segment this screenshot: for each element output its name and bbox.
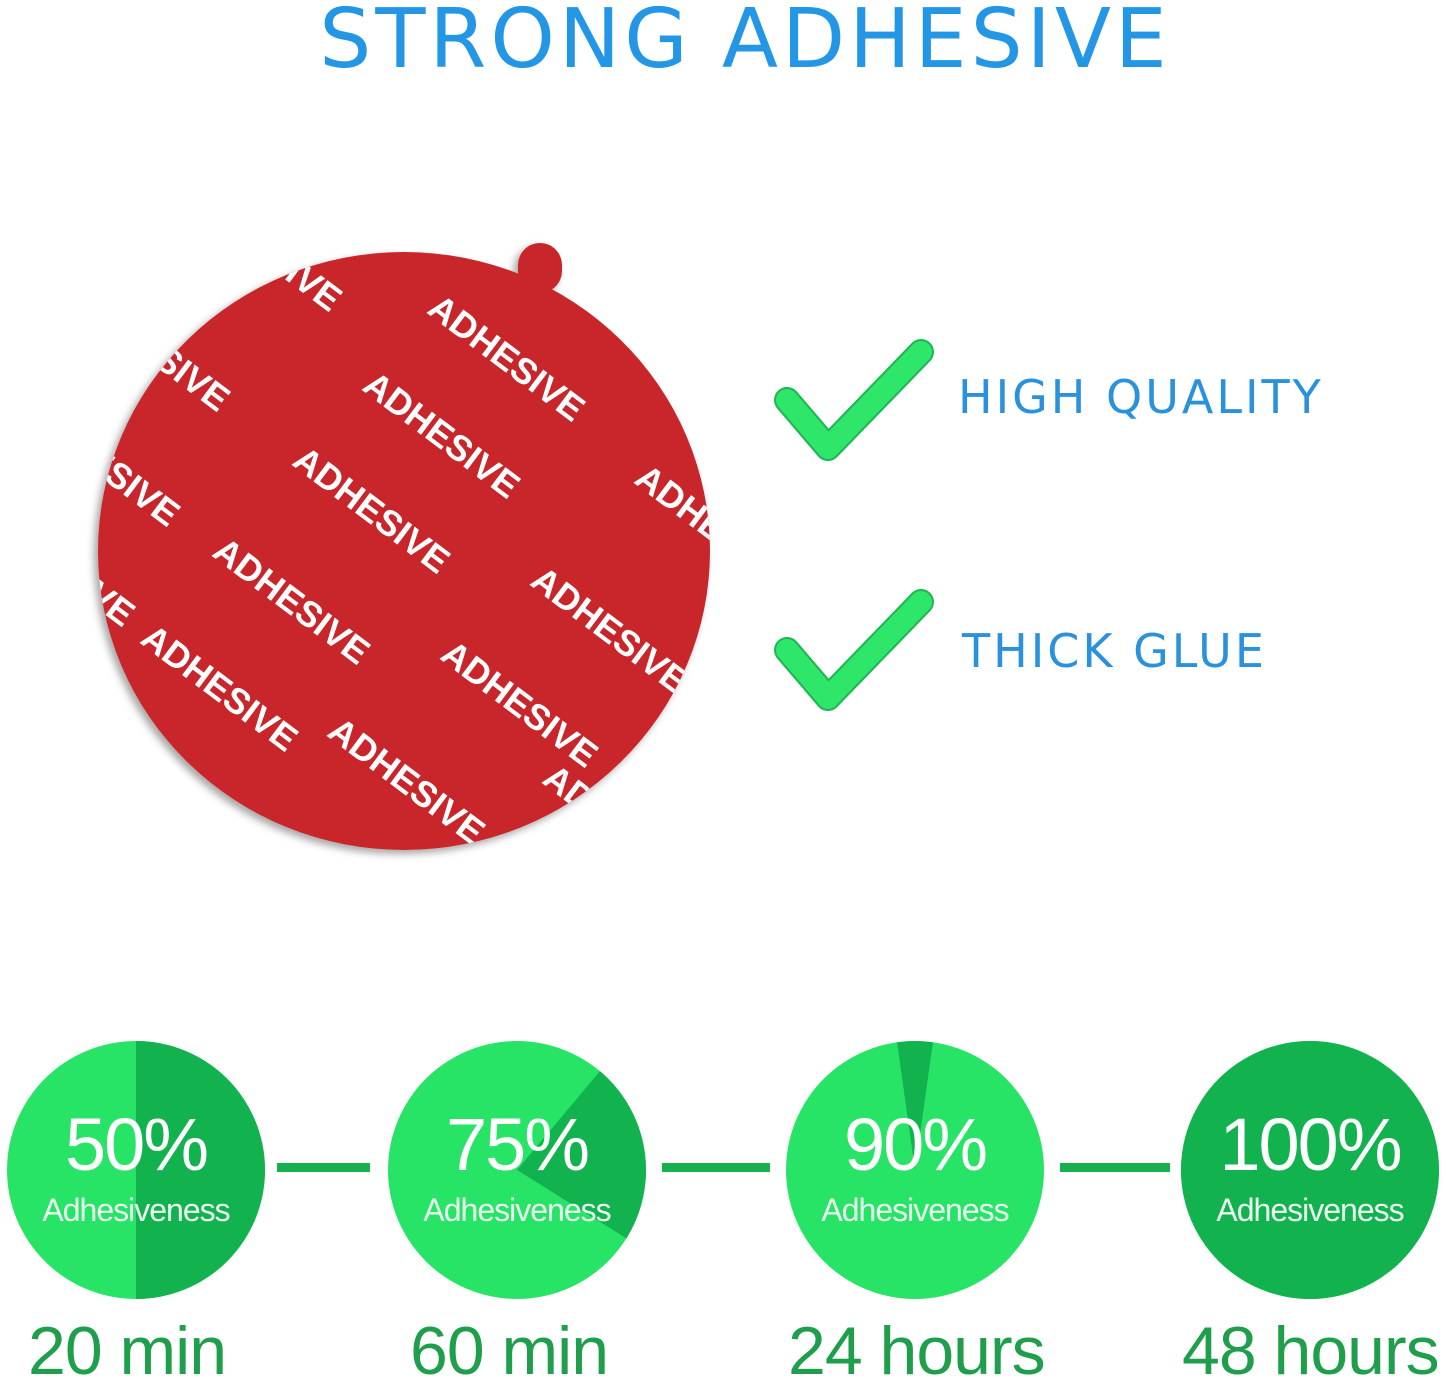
stage-time: 48 hours: [1182, 1313, 1440, 1389]
check-icon: [774, 589, 934, 711]
connector-line: [662, 1163, 770, 1172]
stage-caption: Adhesiveness: [423, 1192, 611, 1228]
adhesive-disc: [98, 243, 710, 850]
feature-high-quality: HIGH QUALITY: [958, 370, 1324, 424]
stage-time: 24 hours: [788, 1313, 1046, 1389]
connector-line: [277, 1163, 370, 1172]
stage-percent: 100%: [1219, 1103, 1402, 1186]
connector-lines: [277, 1163, 1170, 1172]
dial-wedge: [517, 1071, 646, 1239]
dial-wedge: [897, 1041, 933, 1170]
stage-caption: Adhesiveness: [1216, 1192, 1404, 1228]
progress-dials: [7, 1041, 1439, 1299]
dial-wedge: [136, 1041, 265, 1299]
stage-caption: Adhesiveness: [821, 1192, 1009, 1228]
feature-thick-glue: THICK GLUE: [962, 624, 1267, 678]
page-title: STRONG ADHESIVE: [319, 0, 1171, 87]
stage-percent: 90%: [843, 1103, 988, 1186]
check-icon: [774, 339, 934, 461]
stage-percent: 75%: [445, 1103, 590, 1186]
stage-time: 60 min: [410, 1313, 609, 1389]
connector-line: [1060, 1163, 1170, 1172]
stage-percent: 50%: [64, 1103, 209, 1186]
disc-label-text: ADHESIVE: [536, 756, 708, 900]
dial-wedge: [1181, 1041, 1439, 1299]
stage-time: 20 min: [28, 1313, 227, 1389]
stage-caption: Adhesiveness: [42, 1192, 230, 1228]
